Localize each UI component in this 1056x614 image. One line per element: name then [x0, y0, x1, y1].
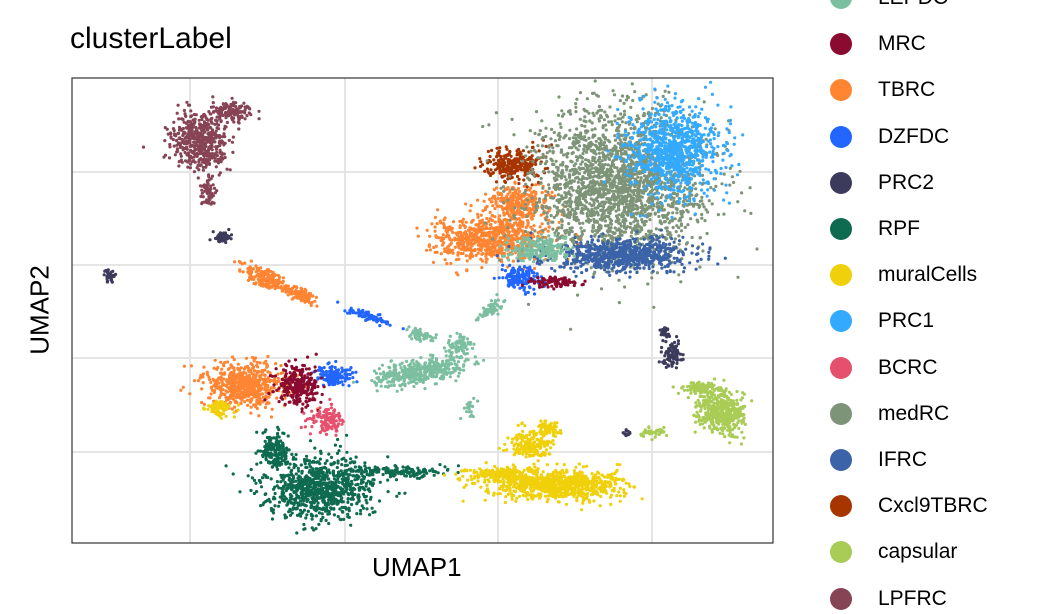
legend-item: muralCells [830, 263, 977, 287]
legend-item: PRC2 [830, 171, 934, 195]
legend-swatch [830, 402, 852, 425]
cluster-points-rpf [325, 463, 460, 482]
legend-label: muralCells [878, 263, 978, 287]
cluster-points-muralcells [531, 419, 563, 436]
legend-label: IFRC [878, 448, 927, 471]
cluster-points-prc2 [657, 335, 685, 370]
legend-item: IFRC [830, 448, 927, 472]
cluster-points-lepdc [459, 396, 480, 421]
cluster-points-muralcells [442, 461, 561, 487]
legend-label: Cxcl9TBRC [878, 494, 988, 518]
cluster-points-lepdc [474, 293, 507, 322]
cluster-points-cxcl9tbrc [473, 138, 554, 189]
legend-item: capsular [830, 540, 957, 564]
legend-item: MRC [830, 32, 926, 56]
x-axis-label: UMAP1 [372, 552, 462, 582]
legend-swatch [830, 79, 852, 102]
cluster-points-capsular [639, 425, 669, 442]
legend-label: RPF [878, 217, 920, 240]
cluster-points-rpf [224, 433, 407, 535]
plot-border [71, 77, 774, 544]
legend-swatch [830, 310, 852, 333]
cluster-points-muralcells [202, 399, 240, 420]
legend-label: medRC [878, 401, 950, 425]
legend-label: PRC1 [878, 309, 935, 333]
legend-item: LPFRC [830, 587, 947, 611]
legend-item: RPF [830, 217, 920, 241]
cluster-points-mrc [520, 275, 587, 291]
legend-swatch [830, 33, 852, 56]
legend-item: LEPDC [830, 0, 948, 10]
legend-swatch [830, 356, 852, 379]
cluster-points-dzfdc [336, 300, 405, 331]
legend-swatch [830, 449, 852, 471]
cluster-points-lpfrc [209, 96, 261, 125]
cluster-points-dzfdc [492, 263, 547, 296]
legend-label: TBRC [878, 78, 936, 102]
legend-label: MRC [878, 32, 926, 56]
cluster-points-lpfrc [198, 163, 219, 206]
legend-item: BCRC [830, 356, 938, 380]
cluster-points-prc2 [208, 227, 234, 245]
cluster-points-lepdc [350, 349, 486, 393]
cluster-points-prc2 [658, 326, 672, 354]
legend-label: LEPDC [878, 0, 948, 10]
legend-item: Cxcl9TBRC [830, 494, 988, 518]
cluster-points-rpf [255, 425, 294, 469]
cluster-points-capsular [671, 380, 725, 398]
cluster-points-muralcells [497, 419, 558, 463]
legend-label: PRC2 [878, 170, 935, 194]
legend-item: medRC [830, 402, 949, 426]
cluster-points-lepdc [442, 331, 476, 360]
point-clouds [102, 79, 759, 535]
y-axis-label: UMAP2 [24, 265, 55, 355]
cluster-points-lpfrc [141, 95, 241, 180]
cluster-points-tbrc [179, 354, 319, 419]
legend-item: DZFDC [830, 125, 949, 149]
cluster-points-prc2 [102, 268, 118, 284]
legend-item: TBRC [830, 78, 935, 102]
legend-swatch [830, 0, 852, 9]
cluster-points-prc1 [603, 80, 745, 219]
cluster-points-ifrc [495, 228, 727, 279]
legend-label: DZFDC [878, 124, 950, 148]
legend-label: capsular [878, 540, 958, 564]
legend-swatch [830, 587, 852, 610]
legend-swatch [830, 171, 852, 194]
legend-label: BCRC [878, 355, 938, 379]
legend-swatch [830, 264, 852, 287]
legend-swatch [830, 218, 852, 240]
cluster-points-dzfdc [312, 359, 359, 388]
cluster-points-mrc [263, 352, 326, 414]
legend-swatch [830, 495, 852, 518]
cluster-points-bcrc [299, 397, 345, 437]
cluster-points-prc2 [621, 428, 632, 438]
legend-item: PRC1 [830, 309, 934, 333]
chart-title: clusterLabel [70, 22, 232, 55]
cluster-points-capsular [686, 377, 754, 446]
cluster-points-tbrc [233, 259, 289, 292]
legend-label: LPFRC [878, 586, 947, 610]
legend-swatch [830, 125, 852, 148]
cluster-points-lepdc [405, 325, 438, 343]
legend-swatch [830, 541, 852, 564]
cluster-points-lepdc [498, 232, 576, 264]
cluster-points-tbrc [273, 279, 319, 308]
